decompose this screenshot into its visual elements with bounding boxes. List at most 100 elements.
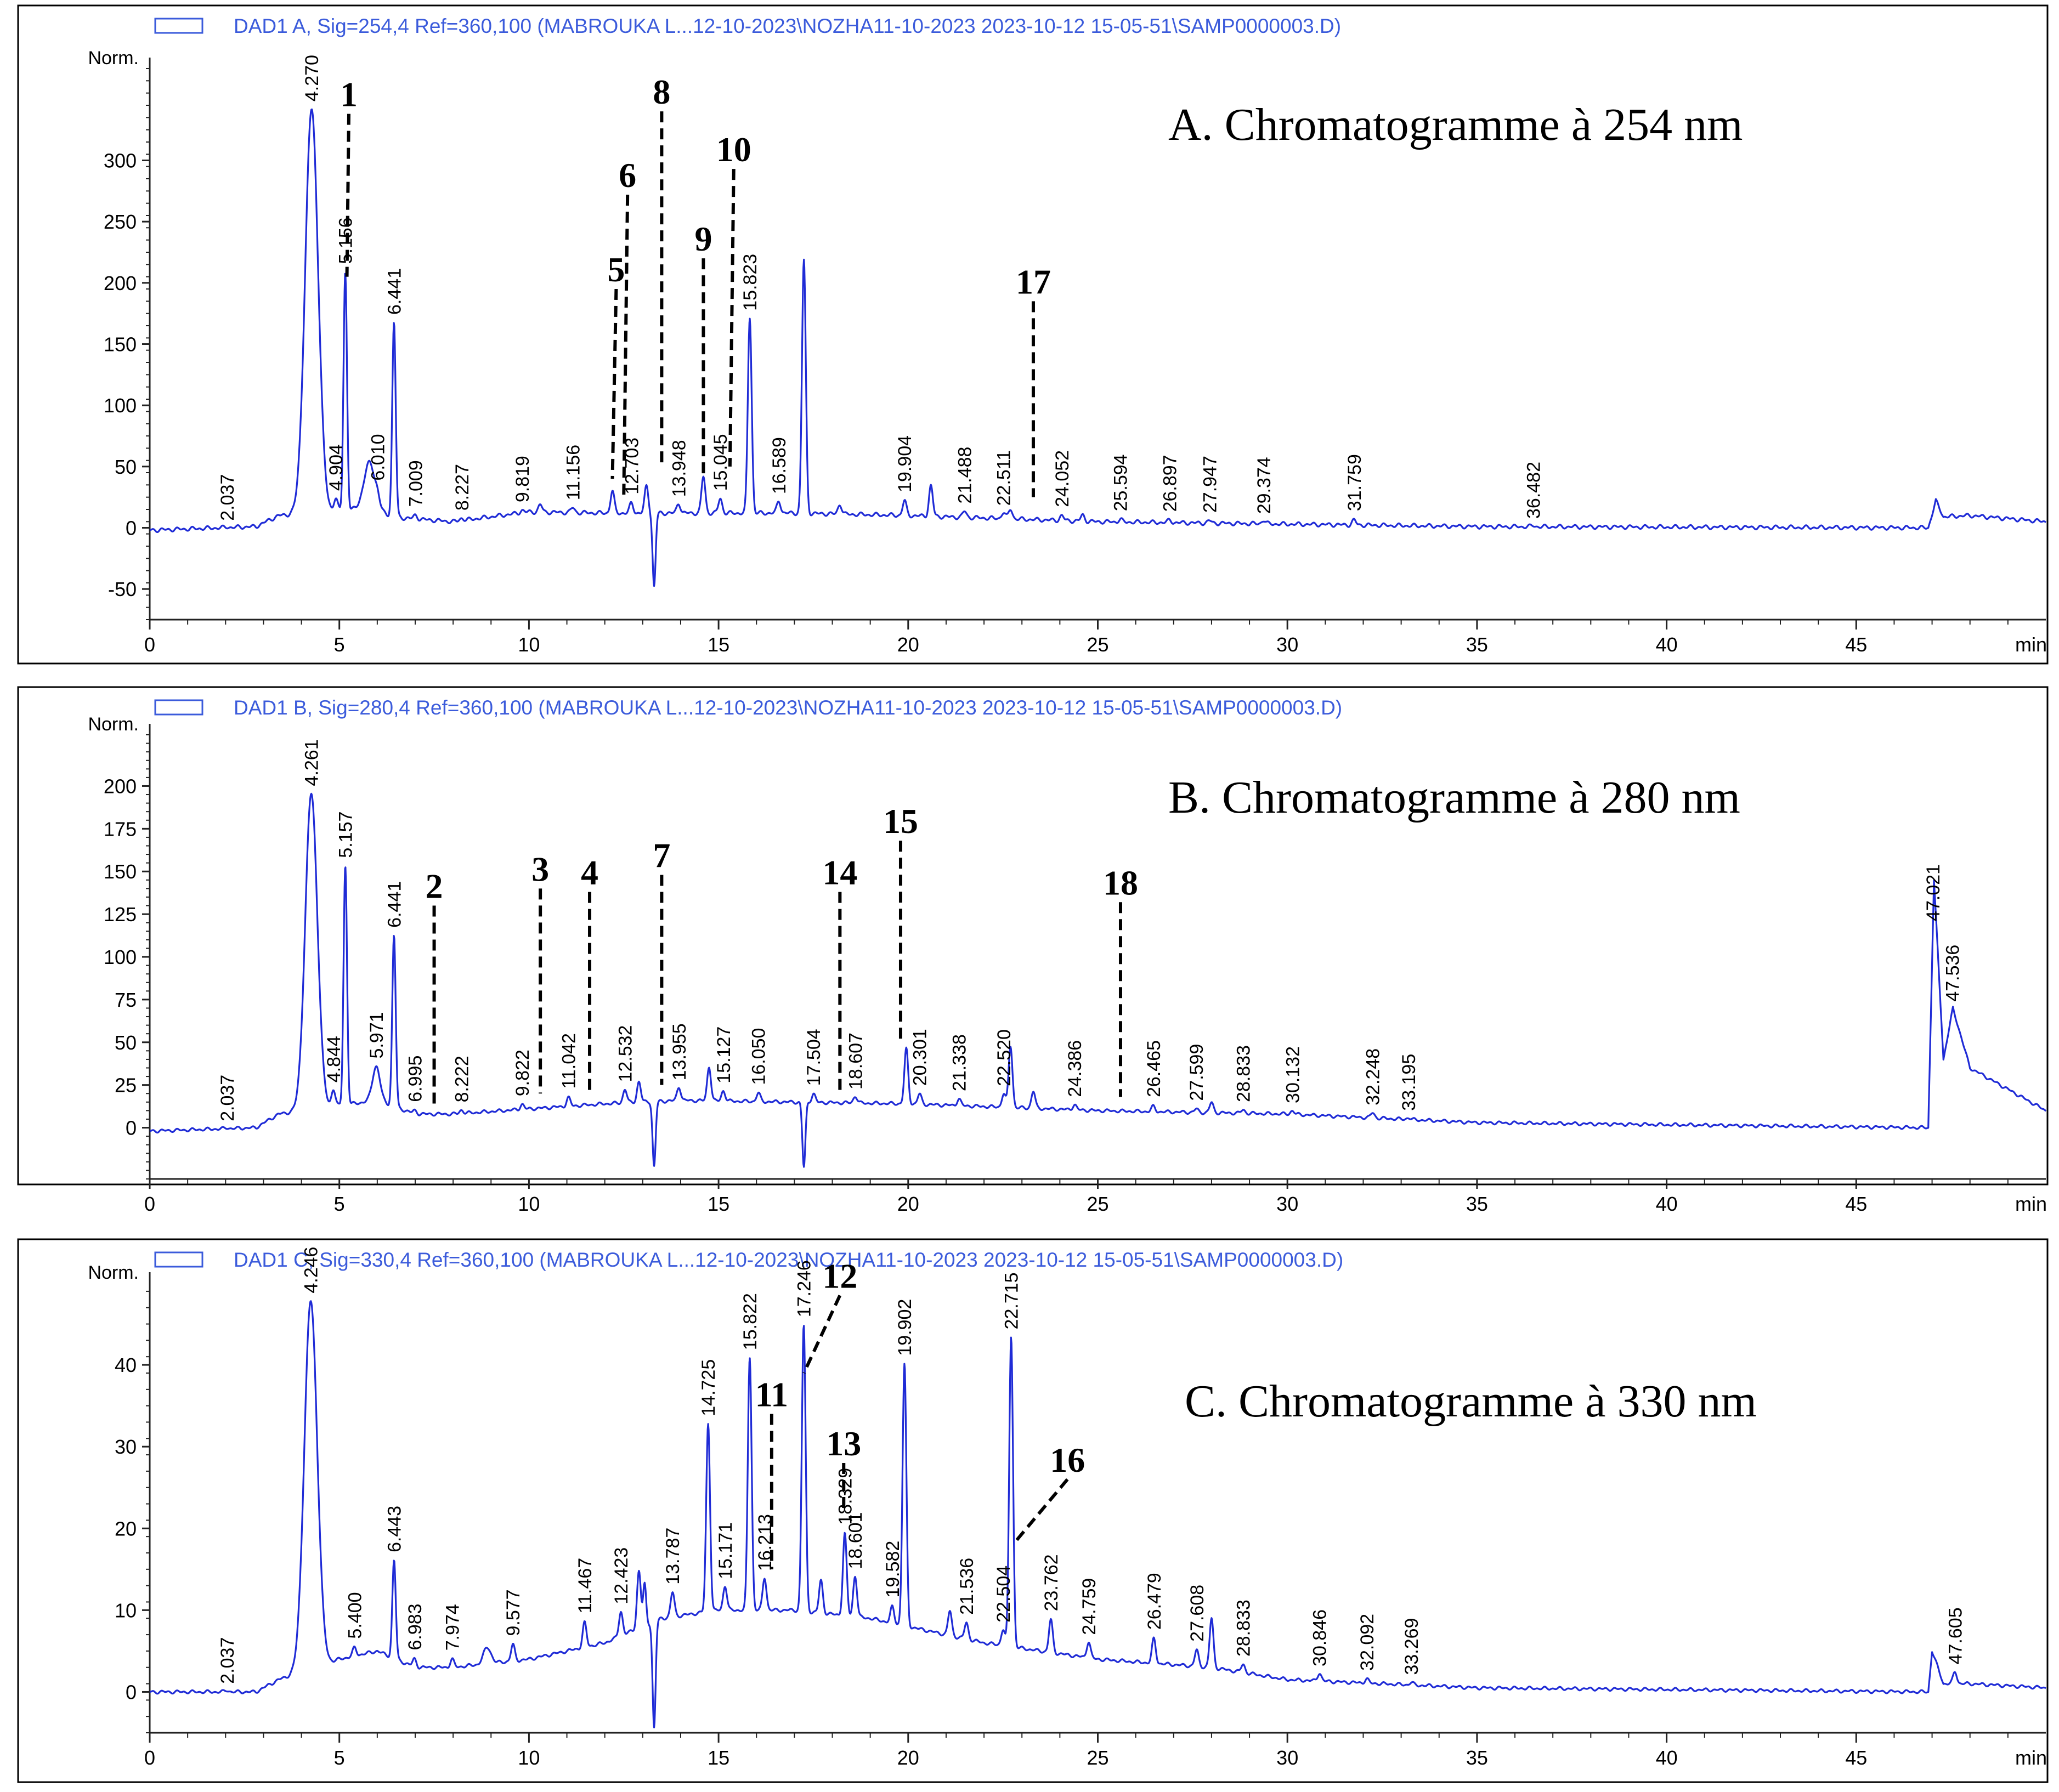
y-tick-label: 175	[104, 818, 137, 840]
peak-rt-label: 8.227	[452, 464, 473, 511]
x-tick-label: 35	[1466, 1193, 1488, 1215]
signal-trace	[149, 1300, 2046, 1728]
x-tick-label: 5	[334, 1746, 345, 1769]
peak-rt-label: 25.594	[1111, 454, 1132, 511]
peak-rt-label: 21.536	[957, 1558, 977, 1615]
x-tick-label: 5	[334, 633, 345, 656]
peak-rt-label: 11.156	[563, 445, 584, 500]
panel-frame	[17, 1238, 2049, 1783]
y-tick-label: 40	[115, 1354, 137, 1376]
peak-annotation-leader	[610, 288, 618, 479]
peak-rt-label: 26.897	[1160, 455, 1181, 512]
x-tick-label: 25	[1087, 633, 1108, 656]
peak-annotation-leader	[345, 114, 350, 277]
peak-rt-label: 22.504	[993, 1566, 1014, 1623]
x-tick-label: 0	[144, 633, 155, 656]
peak-rt-label: 2.037	[217, 1637, 238, 1684]
peak-rt-label: 21.338	[949, 1034, 970, 1091]
peak-annotation-number: 18	[1103, 863, 1138, 902]
peak-annotation-number: 5	[607, 250, 625, 289]
x-tick-label: 20	[897, 1193, 919, 1215]
x-tick-label: 35	[1466, 1746, 1488, 1769]
x-tick-label: 0	[144, 1746, 155, 1769]
peak-rt-label: 7.009	[406, 460, 427, 507]
x-tick-label: 15	[708, 1746, 729, 1769]
peak-rt-label: 13.955	[669, 1023, 690, 1080]
peak-rt-label: 2.037	[217, 474, 238, 521]
peak-rt-label: 22.520	[994, 1029, 1015, 1086]
y-tick-label: -50	[108, 578, 137, 600]
peak-rt-label: 15.823	[740, 254, 761, 311]
signal-trace	[149, 108, 2046, 587]
x-tick-label: 25	[1087, 1746, 1108, 1769]
peak-rt-label: 23.762	[1041, 1554, 1062, 1611]
peak-rt-label: 5.400	[344, 1592, 365, 1638]
x-tick-label: 20	[897, 1746, 919, 1769]
peak-rt-label: 9.577	[503, 1589, 524, 1636]
peak-rt-label: 2.037	[217, 1075, 238, 1121]
x-tick-label: 10	[518, 633, 540, 656]
x-tick-label: 45	[1845, 1746, 1867, 1769]
peak-rt-label: 19.582	[883, 1541, 903, 1598]
peak-annotation-number: 13	[826, 1424, 861, 1463]
x-tick-label: 30	[1276, 633, 1298, 656]
peak-rt-label: 8.222	[451, 1056, 472, 1102]
peak-rt-label: 6.441	[384, 881, 405, 928]
x-tick-label: 25	[1087, 1193, 1108, 1215]
peak-rt-label: 6.983	[405, 1603, 426, 1650]
peak-rt-label: 47.536	[1943, 945, 1964, 1002]
peak-rt-label: 28.833	[1234, 1045, 1254, 1102]
chart-panel-c: DAD1 C, Sig=330,4 Ref=360,100 (MABROUKA …	[17, 1238, 2049, 1783]
peak-annotation-number: 8	[653, 72, 670, 111]
peak-rt-label: 19.902	[895, 1299, 915, 1356]
y-axis-label: Norm.	[88, 714, 139, 735]
peak-annotation-number: 3	[531, 849, 549, 888]
x-tick-label: 40	[1656, 1193, 1678, 1215]
peak-annotation-leader	[802, 1295, 842, 1374]
peak-rt-label: 4.904	[326, 444, 347, 491]
y-tick-label: 250	[104, 211, 137, 233]
peak-rt-label: 33.195	[1399, 1054, 1419, 1111]
peak-rt-label: 11.042	[558, 1033, 579, 1088]
peak-rt-label: 6.010	[368, 434, 389, 480]
y-tick-label: 30	[115, 1436, 137, 1458]
y-tick-label: 0	[126, 1117, 137, 1139]
peak-rt-label: 32.248	[1363, 1048, 1384, 1105]
peak-rt-label: 4.261	[302, 739, 323, 786]
peak-annotation-number: 16	[1050, 1441, 1085, 1479]
x-tick-label: 20	[897, 633, 919, 656]
peak-rt-label: 15.127	[714, 1027, 734, 1084]
peak-annotation-number: 4	[581, 853, 598, 892]
peak-rt-label: 16.050	[749, 1028, 770, 1085]
x-tick-label: 45	[1845, 1193, 1867, 1215]
peak-rt-label: 33.269	[1401, 1618, 1422, 1675]
peak-rt-label: 22.715	[1002, 1272, 1022, 1329]
panel-frame	[17, 4, 2049, 665]
y-axis-label: Norm.	[88, 48, 139, 69]
y-tick-label: 200	[104, 775, 137, 797]
peak-rt-label: 4.844	[324, 1036, 344, 1082]
signal-trace	[149, 792, 2047, 1168]
y-tick-label: 25	[115, 1074, 137, 1097]
chart-panel-b: DAD1 B, Sig=280,4 Ref=360,100 (MABROUKA …	[17, 686, 2049, 1215]
peak-rt-label: 4.270	[302, 55, 323, 101]
peak-rt-label: 9.822	[512, 1050, 533, 1096]
peak-annotation-number: 6	[619, 156, 636, 195]
peak-annotation-number: 14	[822, 853, 857, 892]
peak-rt-label: 18.607	[845, 1033, 866, 1090]
peak-annotation-leader	[1015, 1478, 1069, 1542]
y-tick-label: 50	[115, 1031, 137, 1054]
y-axis-label: Norm.	[88, 1262, 139, 1283]
y-tick-label: 20	[115, 1517, 137, 1540]
y-tick-label: 100	[104, 394, 137, 417]
peak-rt-label: 5.971	[366, 1012, 387, 1058]
signal-header: DAD1 C, Sig=330,4 Ref=360,100 (MABROUKA …	[234, 1249, 1343, 1271]
peak-rt-label: 13.948	[669, 440, 689, 497]
peak-rt-label: 15.171	[715, 1522, 736, 1579]
chart-panel-a: DAD1 A, Sig=254,4 Ref=360,100 (MABROUKA …	[17, 4, 2049, 665]
peak-rt-label: 22.511	[993, 450, 1014, 506]
x-tick-label: 0	[144, 1193, 155, 1215]
x-tick-label: 30	[1276, 1193, 1298, 1215]
